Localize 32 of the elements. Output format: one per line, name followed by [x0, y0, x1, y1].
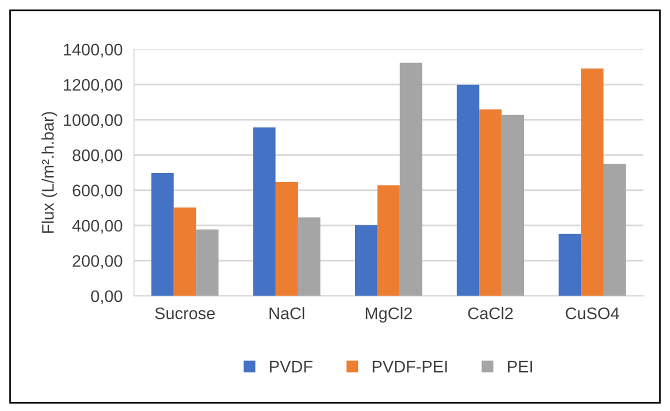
bar	[558, 234, 582, 296]
bar	[400, 62, 422, 296]
legend-label: PEI	[508, 360, 532, 372]
y-tick-label: 400,00	[72, 220, 122, 234]
x-tick-label: CaCl2	[468, 307, 513, 320]
bar	[151, 172, 174, 296]
bar	[298, 217, 320, 296]
y-tick-label: 600,00	[72, 184, 122, 198]
bar	[174, 207, 196, 296]
y-tick-label: 800,00	[72, 149, 122, 164]
legend-label: PVDF	[270, 360, 312, 372]
x-tick-label: CuSO4	[566, 307, 620, 320]
bar	[377, 185, 400, 296]
x-tick-label: Sucrose	[155, 307, 215, 320]
bar	[253, 127, 276, 296]
x-tick-label: MgCl2	[366, 307, 412, 323]
bar	[354, 225, 378, 296]
y-tick-label: 0,00	[91, 290, 122, 304]
bar	[276, 182, 298, 296]
y-tick-label: 1200,00	[64, 78, 122, 93]
y-tick-label: 1400,00	[64, 44, 122, 58]
y-tick-label: 1000,00	[64, 114, 122, 128]
bar	[581, 68, 604, 296]
bar	[479, 109, 502, 296]
bar	[603, 164, 626, 296]
bar	[196, 230, 219, 296]
legend-label: PVDF-PEI	[372, 360, 447, 372]
y-tick-label: 200,00	[72, 255, 122, 269]
x-tick-label: NaCl	[270, 307, 304, 320]
y-axis-title: Flux (L/m².h.bar)	[42, 112, 58, 233]
bar	[456, 84, 480, 296]
bar	[502, 114, 524, 296]
